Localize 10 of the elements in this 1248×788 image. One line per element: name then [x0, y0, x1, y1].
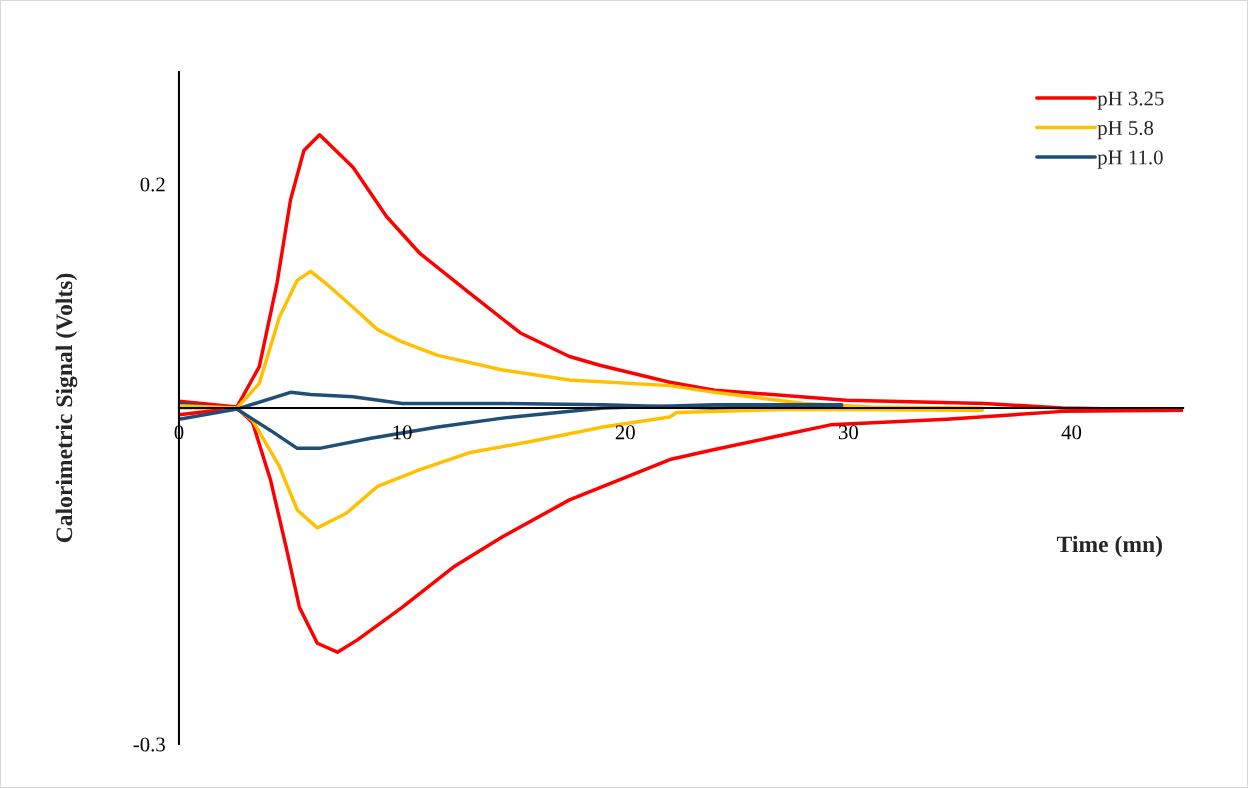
legend-label: pH 11.0 [1097, 150, 1163, 169]
x-axis-title: Time (mn) [1056, 535, 1162, 558]
x-tick-label: 20 [615, 425, 635, 440]
y-tick-label: -0.3 [133, 737, 165, 752]
legend-label: pH 3.25 [1097, 91, 1164, 110]
legend-label: pH 5.8 [1097, 120, 1154, 140]
x-tick-label: 40 [1061, 425, 1082, 440]
y-axis-title: Calorimetric Signal (Volts) [55, 273, 78, 543]
y-tick-label: 0.2 [140, 177, 165, 192]
x-tick-label: 30 [838, 425, 859, 440]
